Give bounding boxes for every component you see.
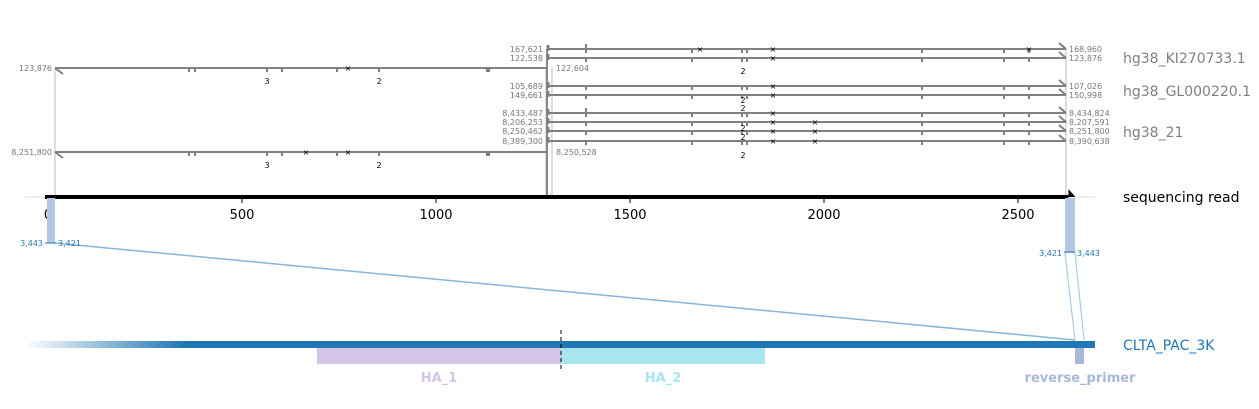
indel-count: 2 bbox=[740, 124, 745, 133]
sequencing-read: sequencing read bbox=[45, 189, 1239, 206]
mismatch-mark: × bbox=[770, 82, 777, 91]
ref-end-label: 8,251,800 bbox=[1069, 127, 1110, 136]
mismatch-mark: × bbox=[345, 148, 352, 157]
alignment-start-hook bbox=[54, 151, 64, 159]
feature-ha2 bbox=[561, 348, 765, 364]
alignment-end-hook bbox=[1058, 115, 1067, 123]
match-connector bbox=[1064, 252, 1085, 341]
read-arrowhead bbox=[1068, 189, 1076, 197]
indel-count: 2 bbox=[740, 151, 745, 160]
ref-end-label: 107,026 bbox=[1069, 82, 1102, 91]
right-labels: hg38_KI270733.1 hg38_GL000220.1 hg38_21 bbox=[1123, 51, 1251, 141]
alignment-end-hook bbox=[1058, 134, 1067, 142]
ref-start-label: 105,689 bbox=[510, 82, 543, 91]
mismatch-mark: × bbox=[770, 109, 777, 118]
indel-count: 3 bbox=[264, 77, 269, 86]
match-coord-label: 3,421 bbox=[1039, 249, 1062, 258]
mismatch-mark: × bbox=[770, 137, 777, 146]
ref-start-label: 149,661 bbox=[510, 91, 543, 100]
mismatch-mark: × bbox=[770, 118, 777, 127]
match-coord-label: 3,443 bbox=[20, 239, 43, 248]
target-track: CLTA_PAC_3K HA_1 HA_2 reverse_primer 3,443 3,… bbox=[20, 198, 1215, 386]
match-coord-label: 3,443 bbox=[1077, 249, 1100, 258]
ref-end-label: 8,434,824 bbox=[1069, 109, 1110, 118]
ref-end-label: 150,998 bbox=[1069, 91, 1102, 100]
ref-start-label: 8,251,800 bbox=[11, 148, 52, 157]
ref-end-label: 8,390,638 bbox=[1069, 137, 1110, 146]
indel-count: 2 bbox=[740, 67, 745, 76]
x-axis-ticks: 05001000150020002500 bbox=[44, 199, 1035, 223]
x-tick-label: 1500 bbox=[613, 208, 646, 223]
x-tick-label: 500 bbox=[230, 208, 255, 223]
match-coord-label: 3,421 bbox=[58, 239, 81, 248]
ref-end-label: 8,207,591 bbox=[1069, 118, 1110, 127]
alignment-end-hook bbox=[1058, 124, 1067, 132]
x-tick-label: 1000 bbox=[419, 208, 452, 223]
reference-name-label: hg38_KI270733.1 bbox=[1123, 51, 1246, 67]
ref-end-label: 122,604 bbox=[556, 64, 589, 73]
alignment-block bbox=[486, 67, 490, 72]
alignment-block bbox=[486, 151, 490, 156]
alignments: × × ×167,621 168,960×122,538 123,876×105,689… bbox=[11, 42, 1110, 170]
ref-end-label: 8,250,528 bbox=[556, 148, 597, 157]
indel-count: 2 bbox=[740, 133, 745, 142]
ref-start-label: 122,538 bbox=[510, 54, 543, 63]
x-tick-label: 2500 bbox=[1001, 208, 1034, 223]
ref-start-label: 8,433,487 bbox=[502, 109, 543, 118]
match-connector bbox=[54, 242, 1076, 341]
alignment-end-hook bbox=[1058, 51, 1067, 59]
feature-reverse-primer bbox=[1075, 348, 1084, 364]
target-name-label: CLTA_PAC_3K bbox=[1123, 338, 1215, 354]
mismatch-mark: × bbox=[770, 91, 777, 100]
mismatch-mark: × bbox=[770, 127, 777, 136]
indel-count: 2 bbox=[376, 77, 381, 86]
reference-name-label: hg38_GL000220.1 bbox=[1123, 84, 1251, 100]
alignment-end-hook bbox=[1058, 79, 1067, 87]
alignment-end-hook bbox=[1058, 42, 1067, 50]
read-match-box-right bbox=[1065, 198, 1075, 253]
mismatch-mark: × bbox=[303, 148, 310, 157]
ref-end-label: 168,960 bbox=[1069, 45, 1102, 54]
ref-start-label: 8,250,462 bbox=[502, 127, 543, 136]
mismatch-mark: × bbox=[770, 45, 777, 54]
ref-end-label: 123,876 bbox=[1069, 54, 1102, 63]
alignment-end-hook bbox=[1058, 106, 1067, 114]
mismatch-mark: × bbox=[770, 54, 777, 63]
target-line bbox=[185, 341, 1095, 348]
indel-count: 2 bbox=[740, 104, 745, 113]
mismatch-mark: × bbox=[345, 64, 352, 73]
mismatch-mark: × bbox=[697, 45, 704, 54]
indel-count: 2 bbox=[740, 96, 745, 105]
feature-label: HA_1 bbox=[421, 371, 458, 386]
ref-start-label: 123,876 bbox=[19, 64, 52, 73]
mismatch-mark: × bbox=[812, 118, 819, 127]
alignment-start-hook bbox=[54, 67, 64, 75]
ref-start-label: 8,389,300 bbox=[502, 137, 543, 146]
mismatch-mark: × bbox=[812, 137, 819, 146]
indel-count: 2 bbox=[376, 161, 381, 170]
feature-label: reverse_primer bbox=[1025, 371, 1137, 386]
read-match-box-left bbox=[47, 198, 55, 243]
ref-start-label: 167,621 bbox=[510, 45, 543, 54]
indel-count: 3 bbox=[264, 161, 269, 170]
feature-label: HA_2 bbox=[645, 371, 682, 386]
alignment-end-hook bbox=[1058, 88, 1067, 96]
read-label: sequencing read bbox=[1123, 190, 1239, 206]
mismatch-mark: × bbox=[812, 127, 819, 136]
reference-name-label: hg38_21 bbox=[1123, 125, 1183, 141]
target-fade bbox=[25, 341, 185, 348]
x-tick-label: 2000 bbox=[807, 208, 840, 223]
ref-start-label: 8,206,253 bbox=[502, 118, 543, 127]
feature-ha1 bbox=[317, 348, 561, 364]
mismatch-mark: × bbox=[1026, 45, 1033, 54]
